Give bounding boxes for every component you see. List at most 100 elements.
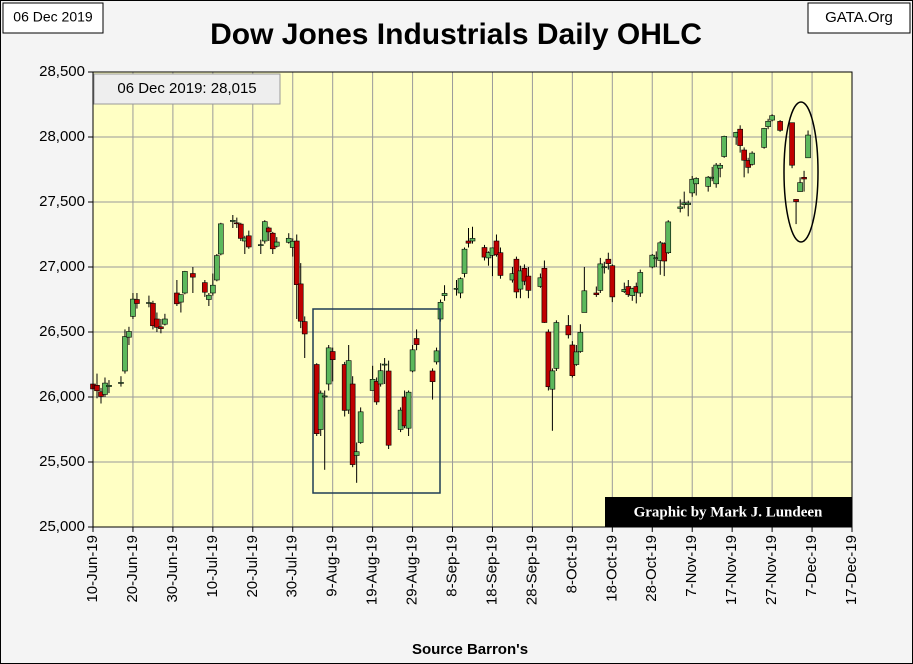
y-tick-label: 27,500 bbox=[39, 193, 85, 210]
credit: Graphic by Mark J. Lundeen bbox=[634, 504, 823, 520]
x-tick-label: 28-Oct-19 bbox=[643, 535, 660, 602]
plot-border bbox=[92, 71, 853, 528]
candle-body bbox=[405, 391, 412, 429]
candle-body bbox=[765, 120, 771, 127]
x-tick-label: 10-Jul-19 bbox=[204, 535, 221, 598]
candle-body bbox=[713, 164, 719, 185]
candle-body bbox=[146, 302, 152, 304]
x-tick-label: 29-Aug-19 bbox=[404, 535, 421, 605]
candle-body bbox=[413, 338, 420, 345]
candle-body bbox=[214, 255, 220, 281]
candle-body bbox=[577, 332, 584, 352]
candle-body bbox=[609, 265, 616, 298]
x-tick-label: 17-Dec-19 bbox=[843, 535, 860, 605]
candle-body bbox=[154, 318, 160, 328]
candle-body bbox=[749, 152, 755, 165]
candle-body bbox=[245, 235, 252, 248]
date-stamp: 06 Dec 2019 bbox=[13, 9, 93, 25]
candle-body bbox=[210, 284, 216, 294]
candle-body bbox=[429, 370, 436, 382]
candle-body bbox=[769, 115, 775, 121]
candle-body bbox=[329, 351, 336, 360]
candle-body bbox=[150, 303, 156, 327]
candle-body bbox=[162, 318, 168, 325]
candle-body bbox=[465, 240, 472, 244]
candle-body bbox=[665, 221, 672, 253]
candle-body bbox=[553, 322, 560, 369]
x-tick-label: 8-Sep-19 bbox=[443, 535, 460, 597]
x-tick-label: 28-Sep-19 bbox=[523, 535, 540, 605]
candle-body bbox=[777, 121, 783, 131]
x-tick-label: 27-Nov-19 bbox=[763, 535, 780, 605]
candle-body bbox=[94, 384, 100, 392]
candle-body bbox=[106, 384, 112, 387]
candle-body bbox=[581, 290, 588, 313]
candle-body bbox=[102, 382, 108, 395]
candle-body bbox=[373, 381, 380, 403]
candle-body bbox=[218, 223, 224, 255]
candle-body bbox=[737, 128, 743, 146]
candle-body bbox=[565, 325, 572, 336]
candle-body bbox=[457, 278, 464, 294]
x-tick-label: 18-Oct-19 bbox=[603, 535, 620, 602]
candle-body bbox=[497, 252, 504, 276]
last-value-box bbox=[93, 73, 281, 105]
candle-body bbox=[130, 298, 136, 317]
candle-body bbox=[238, 223, 244, 239]
candle-body bbox=[353, 451, 360, 456]
highlight-box bbox=[312, 308, 441, 494]
candle-body bbox=[269, 232, 276, 250]
y-tick-label: 25,000 bbox=[39, 518, 85, 535]
candle-body bbox=[797, 182, 803, 192]
candle-body bbox=[381, 363, 388, 366]
candle-body bbox=[257, 244, 264, 246]
x-tick-label: 18-Sep-19 bbox=[483, 535, 500, 605]
candle-body bbox=[761, 128, 767, 148]
candle-body bbox=[685, 202, 692, 205]
candle-body bbox=[285, 237, 292, 243]
candle-body bbox=[689, 178, 696, 194]
candle-body bbox=[601, 266, 608, 269]
x-tick-label: 20-Jun-19 bbox=[124, 535, 141, 603]
x-tick-label: 7-Dec-19 bbox=[803, 535, 820, 597]
candle-body bbox=[705, 176, 711, 187]
candle-body bbox=[349, 383, 356, 465]
candle-body bbox=[293, 240, 300, 285]
candle-body bbox=[126, 331, 132, 338]
candle-body bbox=[545, 331, 552, 388]
candle-body bbox=[118, 382, 124, 384]
site-box bbox=[807, 2, 911, 34]
candle-body bbox=[717, 165, 723, 169]
y-tick-label: 27,000 bbox=[39, 258, 85, 275]
candle-body bbox=[357, 411, 364, 443]
candle-body bbox=[541, 267, 548, 323]
candle-body bbox=[721, 136, 727, 157]
candle-body bbox=[649, 254, 656, 268]
candle-body bbox=[178, 294, 184, 303]
x-tick-label: 30-Jul-19 bbox=[284, 535, 301, 598]
candle-body bbox=[521, 267, 528, 282]
candles bbox=[90, 114, 811, 483]
y-tick-label: 26,000 bbox=[39, 388, 85, 405]
x-tick-label: 8-Oct-19 bbox=[563, 535, 580, 593]
candle-body bbox=[693, 178, 700, 185]
candle-body bbox=[461, 248, 468, 274]
last-value: 06 Dec 2019: 28,015 bbox=[117, 80, 256, 97]
x-tick-label: 10-Jun-19 bbox=[84, 535, 101, 603]
y-tick-label: 28,500 bbox=[39, 63, 85, 80]
candle-body bbox=[525, 275, 532, 291]
candle-body bbox=[265, 227, 272, 233]
candle-body bbox=[805, 134, 811, 159]
candle-body bbox=[741, 149, 747, 161]
candle-body bbox=[441, 293, 448, 296]
date-box bbox=[2, 2, 104, 34]
candle-body bbox=[433, 350, 440, 363]
candle-body bbox=[182, 271, 188, 294]
candle-body bbox=[317, 392, 324, 430]
y-tick-label: 25,500 bbox=[39, 453, 85, 470]
candle-body bbox=[321, 395, 328, 398]
candle-body bbox=[637, 272, 644, 294]
candle-body bbox=[297, 283, 304, 322]
candle-body bbox=[789, 122, 795, 166]
